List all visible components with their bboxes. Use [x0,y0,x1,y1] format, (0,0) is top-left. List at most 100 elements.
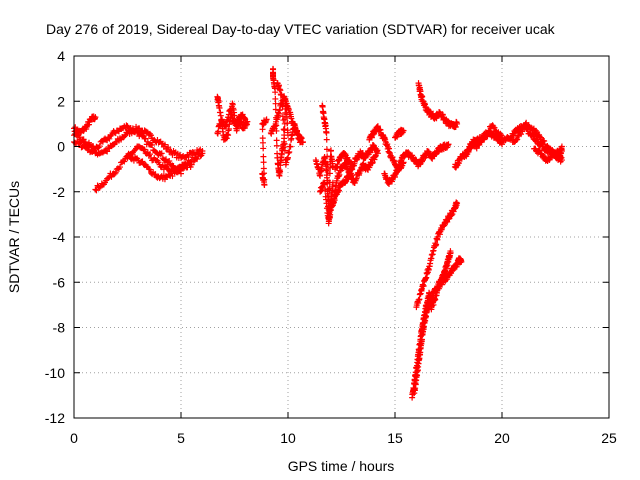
data-point-interpolated [148,132,155,139]
data-point-interpolated [96,143,103,150]
data-point-interpolated [326,179,333,186]
data-point-interpolated [413,377,420,384]
data-point-interpolated [100,136,107,143]
data-point-interpolated [243,121,250,128]
data-point-interpolated [272,100,279,107]
data-point-interpolated [105,174,112,181]
data-point-interpolated [186,159,193,166]
data-point-interpolated [102,179,109,186]
data-point-interpolated [282,147,289,154]
data-point-interpolated [123,122,130,129]
data-point-interpolated [452,123,459,130]
data-point-interpolated [465,147,472,154]
data-point-interpolated [276,110,283,117]
data-point-interpolated [273,137,280,144]
data-point-interpolated [260,159,267,166]
data-point-interpolated [327,207,334,214]
data-point-interpolated [91,115,98,122]
data-point-interpolated [169,173,176,180]
data-point-interpolated [540,152,547,159]
data-point-interpolated [445,141,452,148]
data-point-interpolated [284,120,291,127]
y-axis-label: SDTVAR / TECUs [6,181,22,293]
data-point-interpolated [273,114,280,121]
data-point-interpolated [224,131,231,138]
data-point-interpolated [486,128,493,135]
x-tick-label: 5 [177,430,185,446]
data-point [92,186,99,193]
data-point-interpolated [453,119,460,126]
data-point-interpolated [231,112,238,119]
data-point-interpolated [165,144,172,151]
data-point-interpolated [433,241,440,248]
data-point-interpolated [280,117,287,124]
data-point-interpolated [259,135,266,142]
data-point-interpolated [434,236,441,243]
data-point-interpolated [333,177,340,184]
data-point-interpolated [558,146,565,153]
data-point-interpolated [171,150,178,157]
data-point-interpolated [108,173,115,180]
data-point-interpolated [458,257,465,264]
data-point-interpolated [146,151,153,158]
data-point-interpolated [260,165,267,172]
data-point-interpolated [326,185,333,192]
data-point-interpolated [122,132,129,139]
data-point-interpolated [194,156,201,163]
y-tick-label: -12 [45,410,65,426]
data-point-interpolated [430,247,437,254]
data-point-interpolated [161,141,168,148]
x-tick-label: 20 [494,430,510,446]
data-point-interpolated [316,172,323,179]
data-point-interpolated [139,132,146,139]
y-tick-label: -2 [53,184,66,200]
data-point-interpolated [323,174,330,181]
data-point-interpolated [542,154,549,161]
data-point-interpolated [277,168,284,175]
data-point-interpolated [129,125,136,132]
data-point-interpolated [425,266,432,273]
data-point-interpolated [83,126,90,133]
data-point-interpolated [273,142,280,149]
y-tick-label: -6 [53,274,66,290]
data-point-interpolated [173,167,180,174]
data-point-interpolated [134,129,141,136]
data-point-interpolated [126,152,133,159]
data-point-interpolated [370,141,377,148]
data-point-interpolated [326,170,333,177]
data-point-interpolated [321,181,328,188]
y-tick-label: -8 [53,320,66,336]
data-point-interpolated [261,176,268,183]
data-point-interpolated [536,133,543,140]
data-point-interpolated [468,142,475,149]
data-point-interpolated [541,137,548,144]
y-tick-label: 2 [57,93,65,109]
data-point-interpolated [519,128,526,135]
x-tick-label: 15 [387,430,403,446]
y-tick-label: 0 [57,139,65,155]
data-point-interpolated [278,91,285,98]
data-point-interpolated [163,156,170,163]
data-point [462,152,469,159]
data-point-interpolated [286,148,293,155]
data-point-interpolated [263,117,270,124]
data-point-interpolated [260,153,267,160]
data-point-interpolated [121,133,128,140]
data-point-interpolated [112,169,119,176]
data-point-interpolated [497,131,504,138]
x-axis-label: GPS time / hours [288,458,395,474]
data-point-interpolated [536,147,543,154]
data-point-interpolated [281,140,288,147]
data-points [71,65,565,401]
data-point-interpolated [324,161,331,168]
data-point-interpolated [166,158,173,165]
data-point-interpolated [438,226,445,233]
data-point-interpolated [142,135,149,142]
data-point-interpolated [518,131,525,138]
data-point-interpolated [281,135,288,142]
data-point-interpolated [455,160,462,167]
data-point-interpolated [322,186,329,193]
data-point-interpolated [283,114,290,121]
data-point-interpolated [513,136,520,143]
